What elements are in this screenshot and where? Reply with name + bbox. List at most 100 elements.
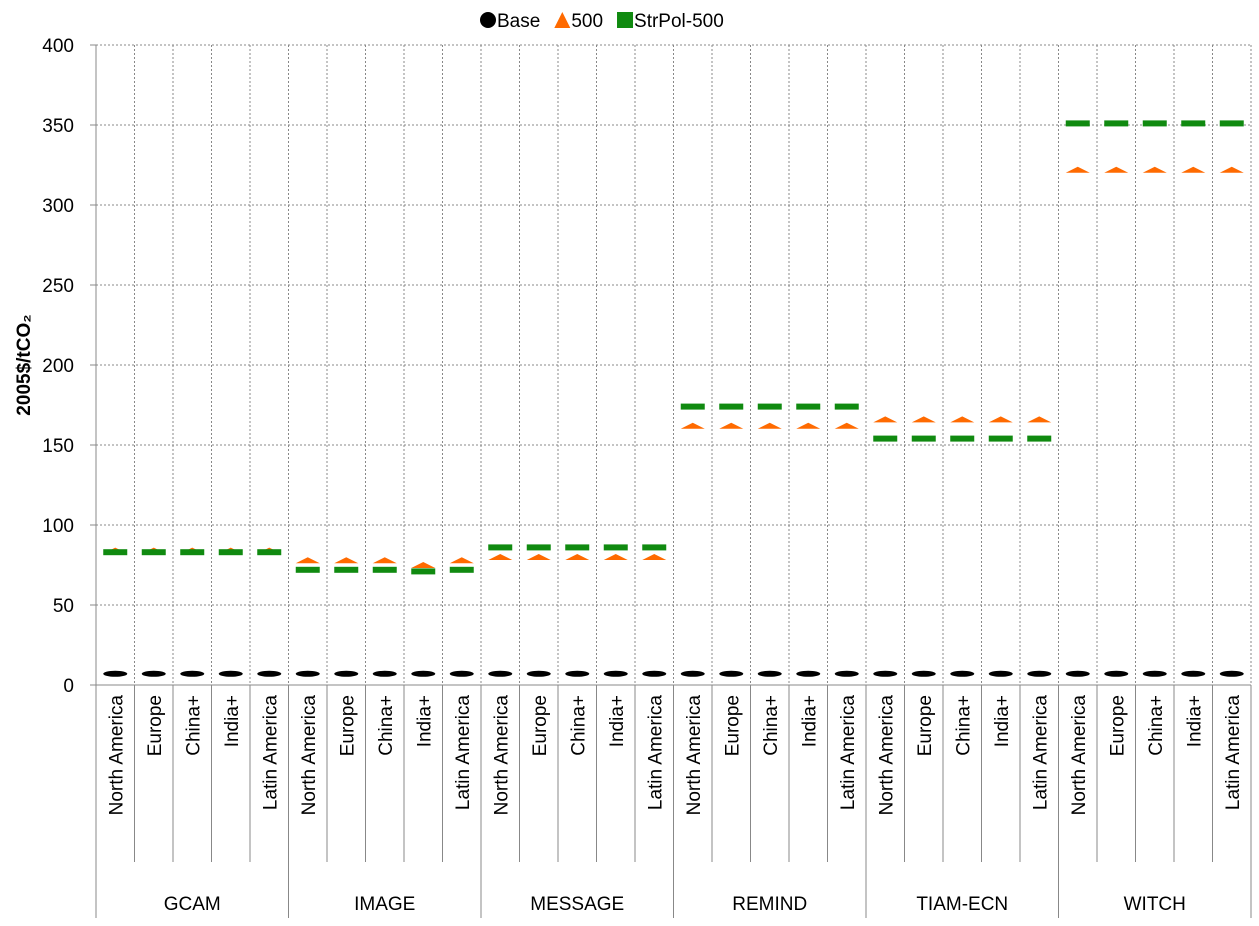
x-tick-label: India+ xyxy=(992,695,1013,747)
marker xyxy=(719,403,744,410)
marker xyxy=(449,670,474,677)
marker xyxy=(1219,166,1244,173)
group-label: GCAM xyxy=(164,894,221,915)
marker xyxy=(719,670,744,677)
legend-label: StrPol-500 xyxy=(634,11,724,32)
marker xyxy=(1181,120,1206,127)
marker xyxy=(1104,120,1129,127)
group-label: WITCH xyxy=(1124,894,1186,915)
y-tick-label: 300 xyxy=(42,196,74,217)
marker xyxy=(218,670,243,677)
marker xyxy=(257,549,282,556)
marker xyxy=(488,544,513,551)
x-tick-label: Europe xyxy=(145,695,166,756)
x-tick-label: Latin America xyxy=(453,695,474,811)
marker xyxy=(911,670,936,677)
marker xyxy=(950,670,975,677)
x-tick-label: Europe xyxy=(1107,695,1128,756)
marker xyxy=(757,422,782,429)
marker xyxy=(295,557,320,564)
group-label: TIAM-ECN xyxy=(916,894,1008,915)
y-tick-label: 400 xyxy=(42,36,74,57)
x-tick-label: Latin America xyxy=(260,695,281,811)
marker xyxy=(411,670,436,677)
y-tick-label: 350 xyxy=(42,116,74,137)
y-axis-label: 2005$/tCO₂ xyxy=(14,314,35,415)
marker xyxy=(295,670,320,677)
marker xyxy=(988,435,1013,442)
marker xyxy=(526,670,551,677)
marker xyxy=(834,403,859,410)
x-tick-label: North America xyxy=(299,695,320,816)
marker xyxy=(1181,670,1206,677)
marker xyxy=(488,554,513,560)
marker xyxy=(1027,670,1052,677)
x-tick-label: North America xyxy=(106,695,127,816)
marker xyxy=(218,549,243,556)
marker xyxy=(411,562,436,568)
marker xyxy=(603,670,628,677)
marker xyxy=(295,566,320,573)
x-tick-label: North America xyxy=(684,695,705,816)
marker xyxy=(257,670,282,677)
x-tick-label: India+ xyxy=(799,695,820,747)
x-tick-label: Latin America xyxy=(1223,695,1244,811)
marker xyxy=(719,422,744,429)
marker xyxy=(603,554,628,560)
x-tick-label: Europe xyxy=(915,695,936,756)
marker xyxy=(1027,435,1052,442)
x-tick-label: North America xyxy=(876,695,897,816)
marker xyxy=(488,670,513,677)
x-tick-label: Europe xyxy=(337,695,358,756)
marker xyxy=(1219,670,1244,677)
x-tick-label: North America xyxy=(1069,695,1090,816)
x-tick-label: China+ xyxy=(376,695,397,756)
marker xyxy=(873,416,898,423)
marker xyxy=(834,670,859,677)
marker xyxy=(372,557,397,564)
marker xyxy=(1104,670,1129,677)
x-tick-label: China+ xyxy=(953,695,974,756)
marker xyxy=(1104,166,1129,173)
marker xyxy=(873,435,898,442)
marker xyxy=(372,566,397,573)
y-tick-label: 50 xyxy=(53,596,74,617)
marker xyxy=(180,670,205,677)
legend-marker xyxy=(617,12,634,28)
y-tick-label: 200 xyxy=(42,356,74,377)
marker xyxy=(141,549,166,556)
marker xyxy=(526,544,551,551)
x-tick-label: China+ xyxy=(183,695,204,756)
group-label: MESSAGE xyxy=(530,894,624,915)
group-label: REMIND xyxy=(732,894,807,915)
x-tick-label: India+ xyxy=(414,695,435,747)
legend-label: Base xyxy=(497,11,540,32)
x-tick-label: China+ xyxy=(761,695,782,756)
marker xyxy=(1065,120,1090,127)
marker xyxy=(1142,120,1167,127)
marker xyxy=(526,554,551,560)
marker xyxy=(411,568,436,575)
marker xyxy=(334,566,359,573)
marker xyxy=(449,557,474,564)
marker xyxy=(757,403,782,410)
marker xyxy=(1142,670,1167,677)
y-tick-label: 250 xyxy=(42,276,74,297)
x-tick-label: Latin America xyxy=(1030,695,1051,811)
marker xyxy=(796,422,821,429)
marker xyxy=(911,435,936,442)
marker xyxy=(565,544,590,551)
marker xyxy=(642,554,667,560)
y-tick-label: 100 xyxy=(42,516,74,537)
marker xyxy=(334,670,359,677)
marker xyxy=(680,422,705,429)
marker xyxy=(103,549,128,556)
x-tick-label: China+ xyxy=(1146,695,1167,756)
marker xyxy=(911,416,936,423)
marker xyxy=(796,403,821,410)
marker xyxy=(334,557,359,564)
group-label: IMAGE xyxy=(354,894,415,915)
y-tick-label: 0 xyxy=(63,676,74,697)
marker xyxy=(103,670,128,677)
